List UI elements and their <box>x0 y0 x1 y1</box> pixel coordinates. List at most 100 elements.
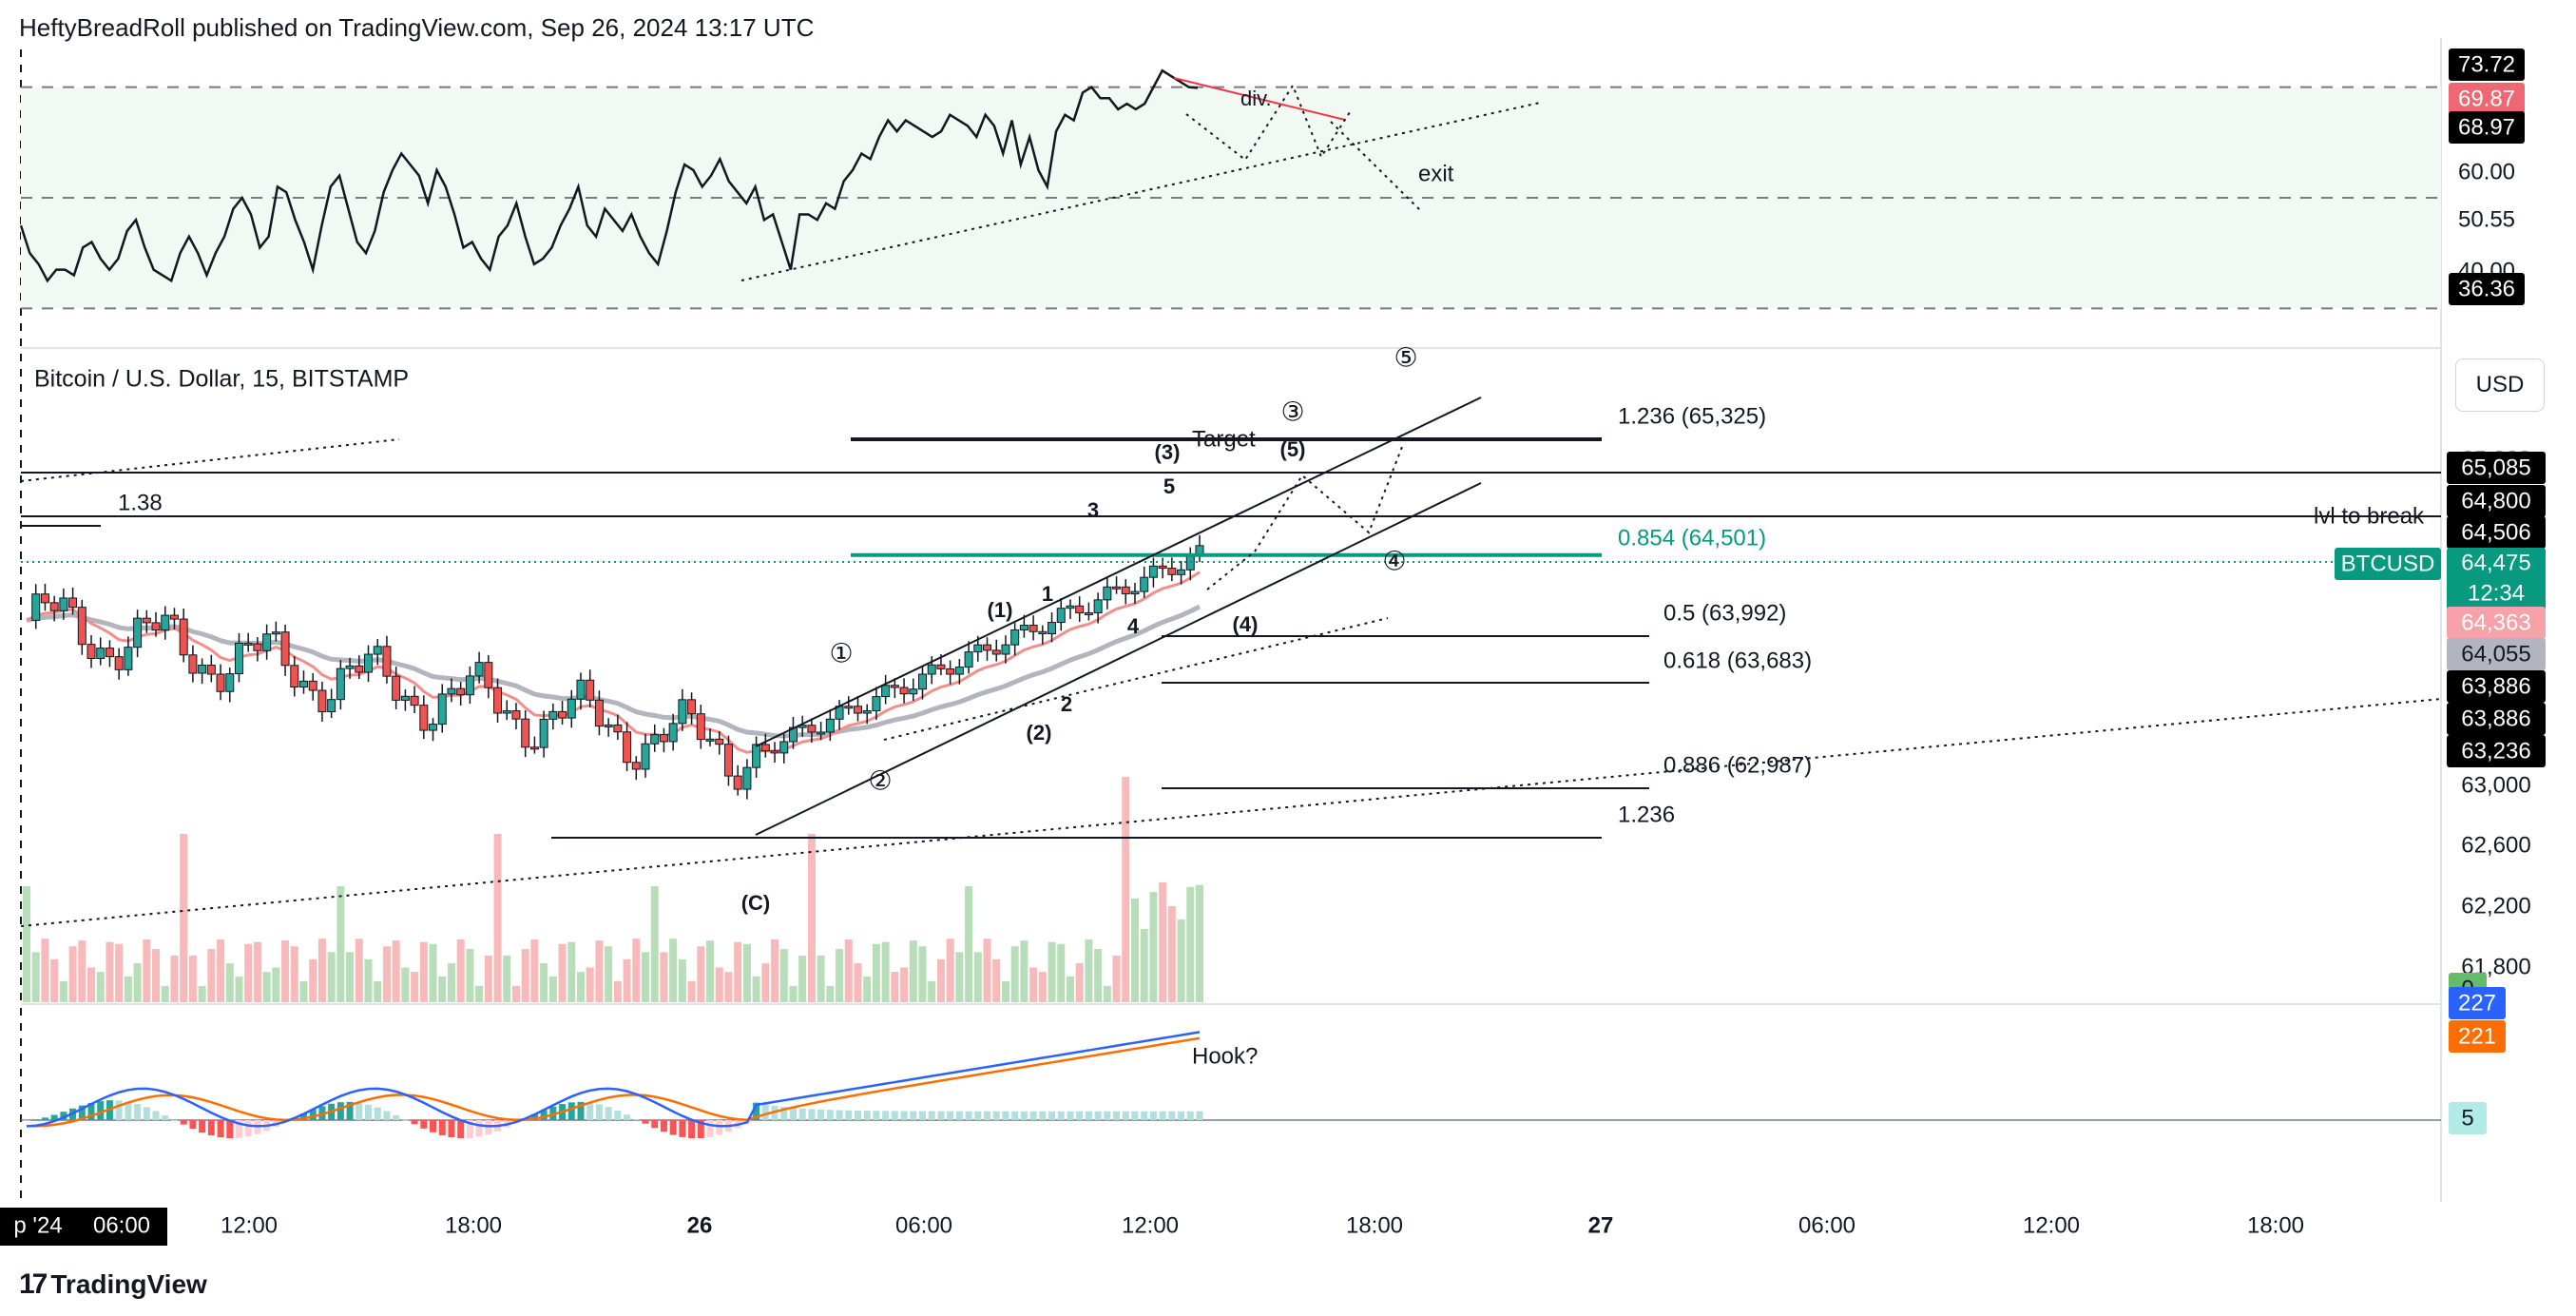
price-axis-label-7-bg <box>2447 670 2546 703</box>
macd-hist-bar <box>60 1112 67 1120</box>
macd-hist-bar <box>1113 1111 1121 1120</box>
volume-bar <box>23 886 30 1002</box>
volume-bar <box>900 967 909 1002</box>
fib-label-138: 1.38 <box>118 490 163 515</box>
target-label: Target <box>1192 426 1256 452</box>
candle-body <box>853 706 862 714</box>
rsi-axis-label-2: 68.97 <box>2458 114 2515 140</box>
price-axis-label-5: 64,363 <box>2461 610 2530 635</box>
volume-bar <box>170 955 179 1002</box>
candle-body <box>1093 599 1103 613</box>
candle-body <box>1075 605 1085 614</box>
volume-bar <box>779 949 788 1002</box>
tradingview-logo-mark: 17 <box>19 1268 48 1300</box>
macd-hist-bar <box>900 1111 908 1120</box>
wave-label-circle-5: ⑤ <box>1394 342 1417 372</box>
candle-body <box>179 618 188 656</box>
volume-bar <box>1020 940 1028 1002</box>
macd-hist-bar <box>41 1117 48 1120</box>
volume-bar <box>475 985 484 1002</box>
candle-body <box>844 706 854 709</box>
volume-bar <box>983 939 991 1002</box>
macd-hist-bar <box>947 1111 954 1120</box>
candle-body <box>623 731 632 764</box>
candle-body <box>613 724 623 733</box>
volume-bar <box>576 972 585 1002</box>
candle-body <box>114 656 124 670</box>
macd-hist-bar <box>346 1101 354 1120</box>
price-axis-label-1-bg <box>2447 485 2546 517</box>
macd-hist-bar <box>32 1119 40 1121</box>
macd-hist-bar <box>669 1120 677 1135</box>
volume-bar <box>817 955 825 1002</box>
volume-bar <box>41 939 49 1002</box>
candle-body <box>521 718 530 748</box>
volume-bar <box>595 940 604 1002</box>
hook-label: Hook? <box>1192 1043 1258 1069</box>
volume-bar <box>918 946 927 1002</box>
last-price-tag-bg <box>2447 548 2546 614</box>
volume-bar <box>789 985 798 1002</box>
rsi-axis-label-3: 60.00 <box>2458 159 2515 184</box>
volume-bar <box>734 941 742 1002</box>
candle-body <box>723 744 733 777</box>
wave-label-5: 5 <box>1163 474 1175 498</box>
volume-bar <box>411 972 419 1002</box>
lower-dotted-trend <box>20 698 2442 927</box>
macd-hist-bar <box>984 1111 991 1120</box>
rsi-axis-label-6-bg <box>2449 273 2525 305</box>
volume-bar <box>530 939 539 1002</box>
candle-body <box>493 687 503 714</box>
volume-bar <box>503 955 511 1002</box>
macd-hist-bar <box>910 1111 917 1120</box>
candle-body <box>567 698 576 719</box>
volume-bar <box>401 967 410 1002</box>
candle-body <box>400 695 410 701</box>
candle-body <box>188 654 198 674</box>
candle-body <box>586 679 595 701</box>
candle-body <box>983 644 992 651</box>
fib-label-0886: 0.886 (62,987) <box>1663 752 1812 778</box>
candle-body <box>169 614 179 620</box>
fib-label-1236-bottom: 1.236 <box>1618 802 1675 827</box>
price-axis-label-9-bg <box>2447 735 2546 767</box>
volume-bar <box>299 980 308 1002</box>
macd-hist-bar <box>383 1111 391 1120</box>
price-axis-label-8-bg <box>2447 703 2546 735</box>
volume-bar <box>660 952 668 1002</box>
candle-body <box>298 680 308 688</box>
rsi-exit-path <box>1330 121 1422 212</box>
candle-body <box>659 734 668 743</box>
price-axis-label-3: 64,475 <box>2461 550 2530 575</box>
candle-body <box>484 662 493 688</box>
macd-hist-bar <box>789 1107 797 1120</box>
macd-hist-bar <box>974 1111 982 1120</box>
price-axis-label-0: 65,085 <box>2461 455 2530 480</box>
rsi-axis-label-1-bg <box>2449 83 2525 115</box>
candle-body <box>392 675 401 701</box>
candle-body <box>437 693 447 726</box>
candle-body <box>1158 565 1167 570</box>
candle-body <box>206 665 216 675</box>
candle-body <box>779 741 789 754</box>
macd-hist-bar <box>244 1120 252 1137</box>
macd-hist-bar <box>651 1120 659 1129</box>
volume-bar <box>1167 906 1176 1002</box>
rsi-axis-label-6: 36.36 <box>2458 276 2515 301</box>
publisher-line: HeftyBreadRoll published on TradingView.… <box>19 13 815 42</box>
macd-hist-bar <box>309 1109 317 1120</box>
currency-button[interactable]: USD <box>2455 358 2545 412</box>
macd-hist-bar <box>78 1105 86 1120</box>
candle-body <box>1048 622 1057 634</box>
candle-body <box>760 744 770 752</box>
tradingview-logo[interactable]: 17 TradingView <box>19 1268 207 1301</box>
macd-hist-bar <box>152 1111 160 1120</box>
macd-hist-bar <box>199 1120 206 1133</box>
price-axis-label-7: 63,886 <box>2461 673 2530 699</box>
volume-bar <box>742 943 751 1002</box>
macd-hist-bar <box>854 1110 861 1120</box>
rsi-div-label: div. <box>1240 87 1272 110</box>
time-axis-label-10: 12:00 <box>2023 1212 2080 1238</box>
macd-hist-bar <box>882 1111 890 1120</box>
